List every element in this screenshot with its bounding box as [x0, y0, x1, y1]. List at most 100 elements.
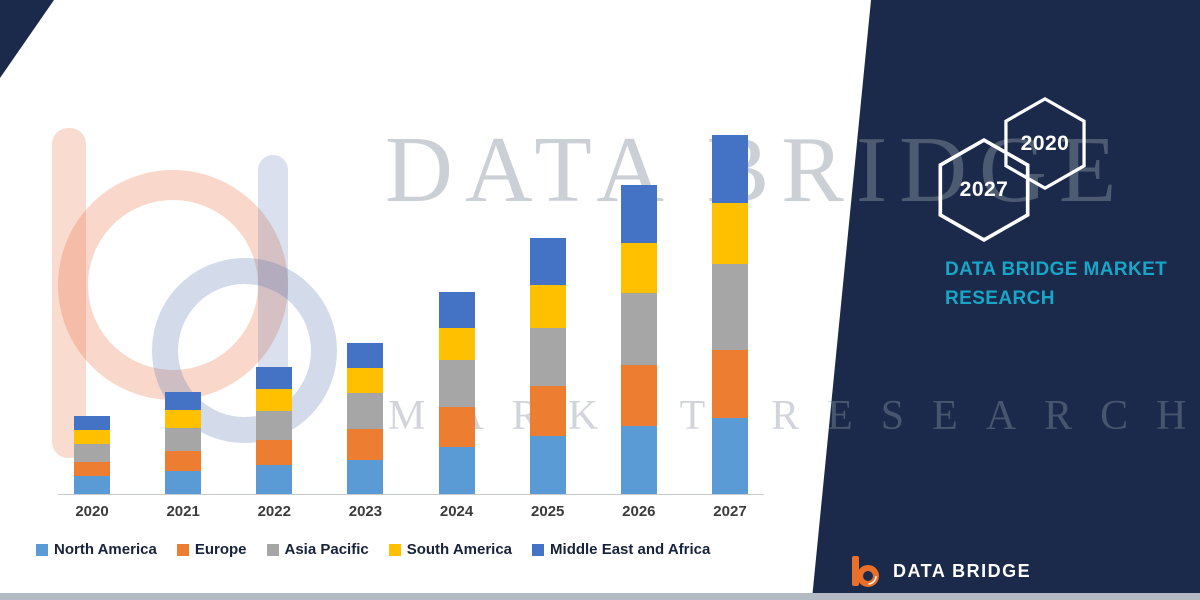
- legend: North America Europe Asia Pacific South Ame…: [36, 541, 710, 558]
- footer-logo-text: DATA BRIDGE: [893, 560, 1032, 581]
- bar-stack: [74, 416, 110, 494]
- bar-segment-europe: [74, 462, 110, 476]
- hexagon-outline-icon: [938, 138, 1030, 242]
- bars: 2020 2021 2022 2023 2024 2025 2026 2027: [58, 112, 764, 520]
- bar-segment-north-america: [620, 426, 657, 494]
- bar-segment-europe: [438, 407, 475, 447]
- x-axis-label: 2027: [713, 503, 747, 520]
- bar-column-2024: 2024: [438, 112, 475, 520]
- stacked-bar-chart: 2020 2021 2022 2023 2024 2025 2026 2027: [58, 112, 764, 520]
- bar-segment-north-america: [74, 476, 110, 494]
- side-panel: [811, 0, 1200, 600]
- legend-label: Middle East and Africa: [550, 541, 711, 558]
- legend-label: South America: [406, 541, 513, 558]
- bar-segment-north-america: [165, 471, 202, 494]
- legend-label: Asia Pacific: [284, 541, 369, 558]
- legend-swatch: [532, 543, 545, 556]
- bar-stack: [256, 367, 293, 494]
- bar-segment-asia-pacific: [620, 293, 657, 365]
- bar-column-2020: 2020: [74, 112, 110, 520]
- bar-segment-europe: [347, 429, 384, 460]
- legend-item: North America: [36, 541, 157, 558]
- bar-column-2023: 2023: [347, 112, 384, 520]
- bar-segment-north-america: [438, 447, 475, 494]
- legend-label: Europe: [194, 541, 247, 558]
- legend-swatch: [36, 543, 48, 556]
- x-axis-label: 2022: [257, 503, 291, 520]
- bar-segment-south-america: [74, 430, 110, 444]
- bar-segment-asia-pacific: [165, 428, 202, 451]
- bar-segment-asia-pacific: [438, 360, 475, 407]
- bar-segment-middle-east-and-africa: [529, 238, 566, 285]
- bar-segment-north-america: [529, 436, 566, 494]
- legend-item: South America: [388, 541, 513, 558]
- watermark-title: DATA BRIDGE: [385, 118, 1129, 222]
- bar-segment-south-america: [165, 410, 202, 428]
- bar-segment-middle-east-and-africa: [711, 135, 748, 203]
- bar-segment-south-america: [256, 389, 293, 411]
- bar-stack: [165, 392, 202, 494]
- hexagon-2020: 2020: [1004, 97, 1086, 190]
- x-axis-label: 2025: [531, 503, 565, 520]
- bar-segment-europe: [165, 451, 202, 471]
- bar-segment-asia-pacific: [711, 264, 748, 350]
- bar-segment-north-america: [347, 460, 384, 494]
- legend-item: Middle East and Africa: [532, 541, 710, 558]
- x-axis-label: 2021: [166, 503, 200, 520]
- bar-segment-south-america: [529, 285, 566, 328]
- bar-column-2022: 2022: [256, 112, 293, 520]
- legend-label: North America: [54, 541, 157, 558]
- bar-segment-north-america: [256, 465, 293, 494]
- legend-swatch: [266, 543, 279, 556]
- hexagon-2027: 2027: [938, 138, 1030, 242]
- brand-text: DATA BRIDGE MARKET RESEARCH: [945, 259, 1168, 310]
- bar-column-2025: 2025: [529, 112, 566, 520]
- bar-segment-asia-pacific: [529, 328, 566, 386]
- bar-segment-europe: [256, 440, 293, 465]
- watermark-text: MARKET RESEARCH: [388, 393, 1200, 439]
- bar-segment-south-america: [620, 243, 657, 293]
- bar-segment-south-america: [438, 328, 475, 360]
- bar-segment-europe: [529, 386, 566, 436]
- bar-column-2026: 2026: [620, 112, 657, 520]
- legend-swatch: [176, 543, 189, 556]
- hexagon-year-label: 2020: [1020, 131, 1070, 155]
- watermark-logo-stem-blue: [258, 155, 288, 405]
- legend-item: Europe: [176, 541, 247, 558]
- bar-segment-north-america: [711, 418, 748, 494]
- hexagon-outline-icon: [1004, 97, 1086, 190]
- bar-segment-middle-east-and-africa: [438, 292, 475, 328]
- bar-stack: [438, 292, 475, 494]
- bar-segment-middle-east-and-africa: [620, 185, 657, 243]
- bar-segment-middle-east-and-africa: [347, 343, 384, 368]
- bar-column-2027: 2027: [711, 112, 748, 520]
- bar-segment-europe: [620, 365, 657, 426]
- bottom-strip: [0, 593, 1200, 600]
- bar-segment-middle-east-and-africa: [165, 392, 202, 410]
- corner-accent: [0, 0, 54, 78]
- bar-stack: [620, 185, 657, 494]
- bar-segment-europe: [711, 350, 748, 418]
- bar-segment-asia-pacific: [256, 411, 293, 440]
- bar-stack: [347, 343, 384, 494]
- legend-item: Asia Pacific: [266, 541, 369, 558]
- bar-segment-middle-east-and-africa: [74, 416, 110, 430]
- bar-segment-asia-pacific: [74, 444, 110, 462]
- bar-segment-south-america: [711, 203, 748, 264]
- bar-stack: [529, 238, 566, 494]
- data-bridge-logo-icon: [852, 556, 879, 587]
- x-axis-label: 2023: [348, 503, 383, 520]
- bar-column-2021: 2021: [165, 112, 202, 520]
- bar-segment-middle-east-and-africa: [256, 367, 293, 389]
- x-axis-label: 2024: [439, 503, 474, 520]
- legend-swatch: [388, 543, 401, 556]
- bar-stack: [711, 135, 748, 494]
- x-axis-label: 2020: [75, 503, 109, 520]
- footer-logo: DATA BRIDGE: [845, 552, 1031, 590]
- bar-segment-south-america: [347, 368, 384, 393]
- bar-segment-asia-pacific: [347, 393, 384, 429]
- x-axis-label: 2026: [622, 503, 656, 520]
- hexagon-year-label: 2027: [959, 178, 1009, 201]
